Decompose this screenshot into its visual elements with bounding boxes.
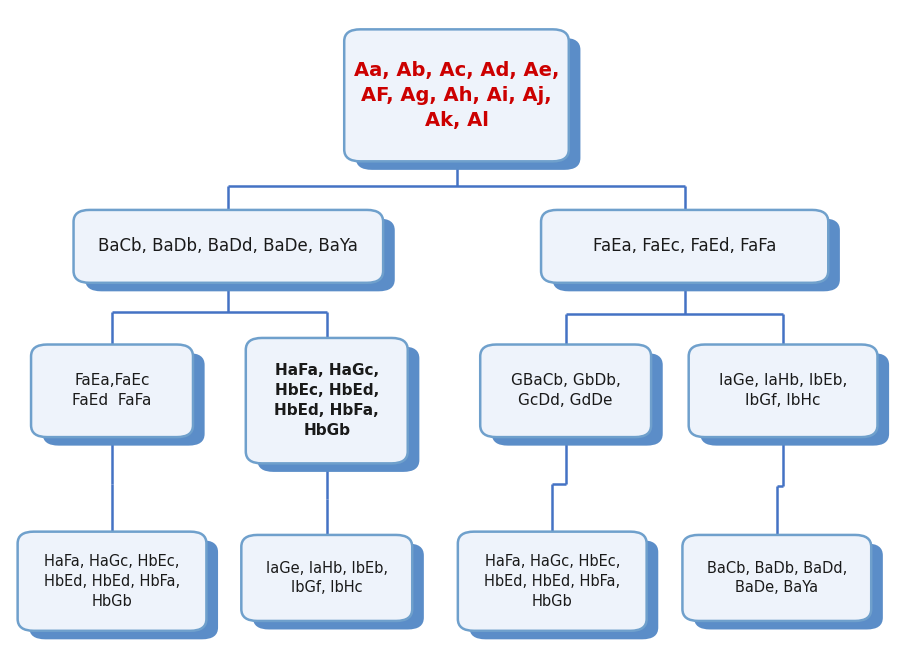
FancyBboxPatch shape: [17, 532, 206, 630]
Text: BaCb, BaDb, BaDd,
BaDe, BaYa: BaCb, BaDb, BaDd, BaDe, BaYa: [707, 561, 847, 596]
FancyBboxPatch shape: [480, 344, 651, 437]
FancyBboxPatch shape: [241, 535, 412, 621]
FancyBboxPatch shape: [694, 543, 883, 630]
FancyBboxPatch shape: [356, 38, 581, 170]
FancyBboxPatch shape: [31, 344, 193, 437]
FancyBboxPatch shape: [246, 338, 408, 464]
FancyBboxPatch shape: [253, 543, 424, 630]
Text: IaGe, IaHb, IbEb,
IbGf, IbHc: IaGe, IaHb, IbEb, IbGf, IbHc: [719, 373, 847, 408]
FancyBboxPatch shape: [700, 353, 889, 446]
Text: FaEa,FaEc
FaEd  FaFa: FaEa,FaEc FaEd FaFa: [72, 373, 152, 408]
FancyBboxPatch shape: [29, 540, 218, 639]
FancyBboxPatch shape: [688, 344, 877, 437]
Text: HaFa, HaGc, HbEc,
HbEd, HbEd, HbFa,
HbGb: HaFa, HaGc, HbEc, HbEd, HbEd, HbFa, HbGb: [484, 554, 620, 608]
FancyBboxPatch shape: [457, 532, 646, 630]
Text: HaFa, HaGc,
HbEc, HbEd,
HbEd, HbFa,
HbGb: HaFa, HaGc, HbEc, HbEd, HbEd, HbFa, HbGb: [275, 363, 379, 438]
Text: Aa, Ab, Ac, Ad, Ae,
AF, Ag, Ah, Ai, Aj,
Ak, Al: Aa, Ab, Ac, Ad, Ae, AF, Ag, Ah, Ai, Aj, …: [354, 61, 559, 130]
FancyBboxPatch shape: [541, 210, 828, 283]
FancyBboxPatch shape: [469, 540, 658, 639]
FancyBboxPatch shape: [74, 210, 383, 283]
FancyBboxPatch shape: [43, 353, 205, 446]
Text: FaEa, FaEc, FaEd, FaFa: FaEa, FaEc, FaEd, FaFa: [593, 237, 776, 255]
Text: GBaCb, GbDb,
GcDd, GdDe: GBaCb, GbDb, GcDd, GdDe: [510, 373, 621, 408]
FancyBboxPatch shape: [552, 218, 840, 291]
Text: BaCb, BaDb, BaDd, BaDe, BaYa: BaCb, BaDb, BaDd, BaDe, BaYa: [99, 237, 358, 255]
FancyBboxPatch shape: [344, 29, 569, 161]
FancyBboxPatch shape: [682, 535, 871, 621]
FancyBboxPatch shape: [492, 353, 663, 446]
FancyBboxPatch shape: [257, 346, 419, 472]
Text: HaFa, HaGc, HbEc,
HbEd, HbEd, HbFa,
HbGb: HaFa, HaGc, HbEc, HbEd, HbEd, HbFa, HbGb: [44, 554, 180, 608]
Text: IaGe, IaHb, IbEb,
IbGf, IbHc: IaGe, IaHb, IbEb, IbGf, IbHc: [266, 561, 388, 596]
FancyBboxPatch shape: [85, 218, 394, 291]
